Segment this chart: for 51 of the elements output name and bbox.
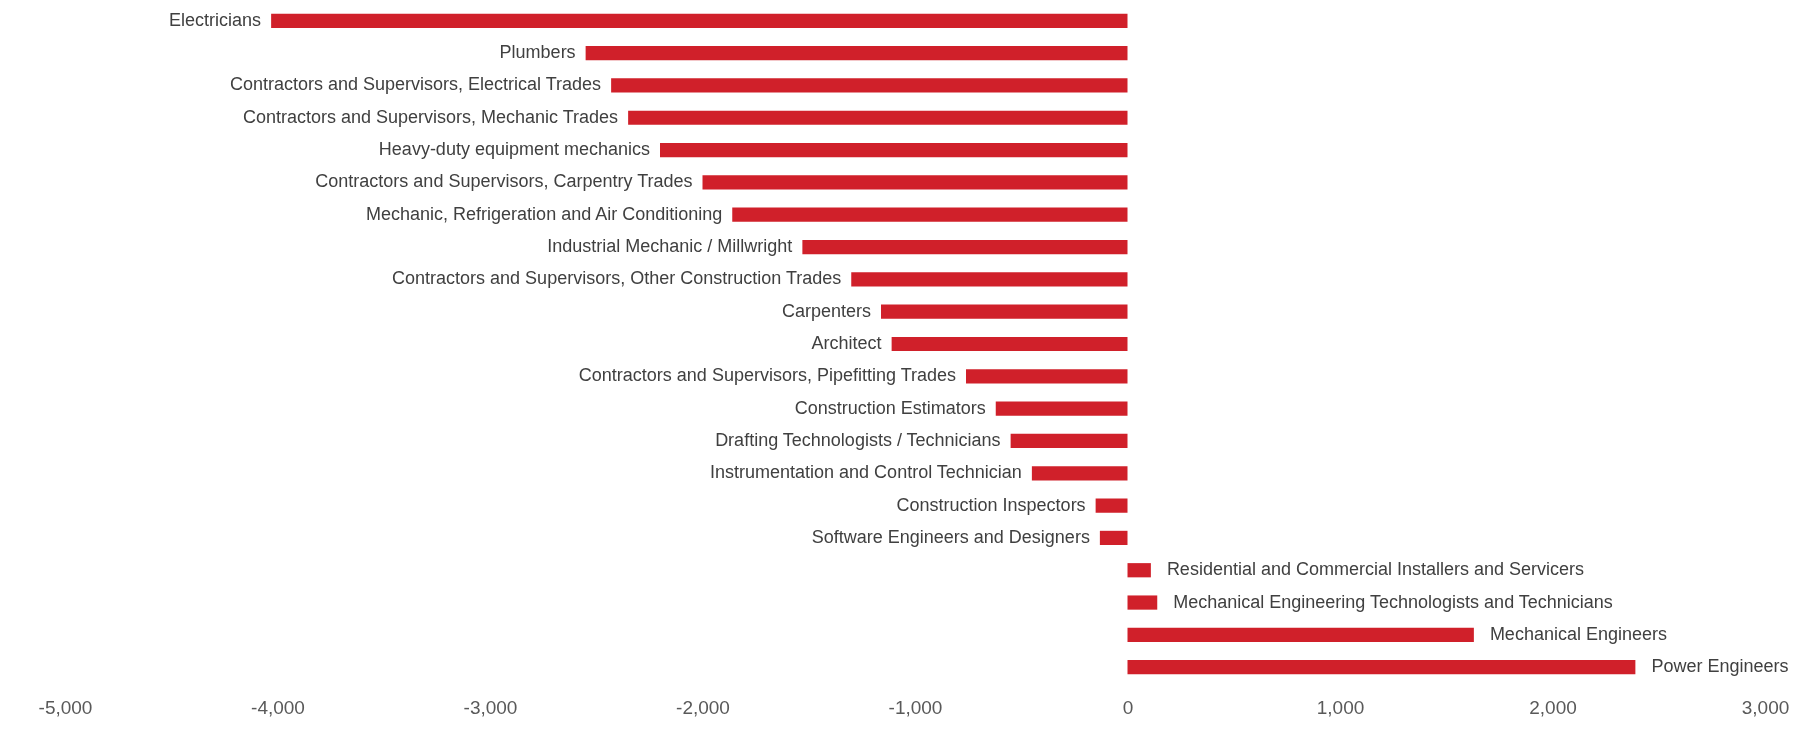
x-tick-label: -5,000	[38, 696, 93, 718]
bar	[1127, 595, 1158, 610]
bar	[802, 239, 1128, 255]
bar	[1095, 498, 1128, 513]
x-tick-label: 1,000	[1316, 696, 1365, 718]
y-tick-label: Architect	[811, 333, 882, 353]
y-tick-label: Contractors and Supervisors, Pipefitting Trades	[578, 365, 956, 386]
y-tick-label: Mechanical Engineers	[1489, 623, 1667, 644]
bar	[732, 207, 1128, 222]
x-tick-label: 2,000	[1529, 696, 1577, 718]
y-tick-label: Mechanic, Refrigeration and Air Conditioning	[366, 203, 723, 224]
bar	[891, 336, 1128, 352]
bar	[1099, 530, 1128, 546]
y-tick-label: Contractors and Supervisors, Carpentry Trades	[315, 171, 693, 192]
y-tick-label: Power Engineers	[1651, 656, 1789, 677]
bar	[851, 272, 1128, 287]
bar	[271, 13, 1128, 28]
bar	[1127, 563, 1151, 578]
y-tick-label: Plumbers	[499, 42, 576, 63]
x-tick-label: 3,000	[1741, 696, 1790, 718]
x-tick-label: 0	[1122, 696, 1134, 718]
x-tick-label: -2,000	[676, 696, 730, 718]
bar	[1031, 466, 1128, 481]
y-tick-label: Construction Inspectors	[896, 494, 1086, 515]
y-tick-label: Carpenters	[781, 300, 871, 321]
bar	[628, 110, 1128, 125]
y-tick-label: Contractors and Supervisors, Mechanic Trades	[242, 106, 619, 127]
y-tick-label: Mechanical Engineering Technologists and Technicians	[1173, 591, 1613, 612]
bar	[881, 304, 1128, 319]
y-tick-label: Software Engineers and Designers	[811, 526, 1090, 547]
y-tick-label: Construction Estimators	[794, 397, 986, 418]
bar	[966, 369, 1128, 384]
x-tick-label: -1,000	[888, 696, 943, 718]
bar	[611, 78, 1128, 93]
y-tick-label: Contractors and Supervisors, Electrical Trades	[229, 74, 602, 95]
bar	[1010, 433, 1128, 449]
y-tick-label: Residential and Commercial Installers and Servicers	[1166, 559, 1585, 580]
x-tick-label: -4,000	[251, 696, 305, 718]
bar	[585, 46, 1128, 61]
y-tick-label: Heavy-duty equipment mechanics	[378, 139, 650, 160]
y-tick-label: Instrumentation and Control Technician	[710, 462, 1022, 483]
y-tick-label: Electricians	[169, 9, 262, 30]
bar	[660, 142, 1128, 158]
bar	[702, 175, 1128, 190]
bar	[1127, 660, 1636, 675]
x-tick-label: -3,000	[463, 696, 518, 718]
y-tick-label: Industrial Mechanic / Millwright	[547, 236, 793, 257]
bar	[1127, 627, 1474, 642]
bar	[995, 401, 1128, 416]
y-tick-label: Contractors and Supervisors, Other Construction Trades	[392, 268, 842, 289]
y-tick-label: Drafting Technologists / Technicians	[715, 429, 1001, 450]
